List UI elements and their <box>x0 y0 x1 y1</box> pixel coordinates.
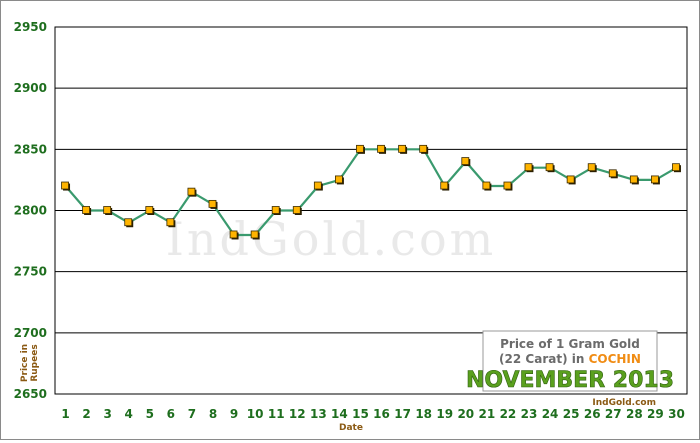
y-tick-label: 2900 <box>14 81 47 95</box>
data-point <box>587 163 596 172</box>
data-point <box>545 163 554 172</box>
data-point <box>166 218 175 227</box>
x-tick-label: 6 <box>167 407 175 421</box>
x-tick-label: 7 <box>188 407 196 421</box>
data-point <box>440 181 449 190</box>
y-tick-label: 2850 <box>14 142 47 156</box>
x-tick-label: 10 <box>247 407 264 421</box>
x-tick-label: 29 <box>647 407 664 421</box>
data-point <box>651 175 659 184</box>
data-point <box>229 230 238 239</box>
legend-box-frame <box>482 330 658 392</box>
x-tick-label: 22 <box>500 407 517 421</box>
x-tick-labels: 1 2 3 4 5 6 7 8 9 10 11 12 13 14 15 16 17 18 19 20 21 22 23 24 2… <box>61 407 684 421</box>
y-tick-labels: 2650 2700 2750 2800 2850 2900 2950 <box>14 20 47 401</box>
data-point <box>145 206 154 214</box>
data-point <box>313 181 322 190</box>
y-axis-title-line2: Rupees <box>30 344 40 381</box>
x-tick-label: 20 <box>457 407 474 421</box>
watermark: IndGold.com <box>166 212 497 266</box>
x-tick-label: 30 <box>668 407 685 421</box>
plot-area-border <box>54 26 688 395</box>
x-tick-label: 13 <box>310 407 327 421</box>
x-tick-label: 17 <box>394 407 411 421</box>
data-point <box>271 206 280 214</box>
x-tick-label: 4 <box>125 407 133 421</box>
x-tick-label: 21 <box>479 407 496 421</box>
data-point <box>608 169 617 178</box>
data-point <box>629 175 638 184</box>
x-tick-label: 8 <box>209 407 217 421</box>
data-point <box>503 181 512 190</box>
legend-city: COCHIN <box>589 352 641 366</box>
x-tick-label: 24 <box>542 407 559 421</box>
x-tick-label: 1 <box>61 407 69 421</box>
x-tick-label: 28 <box>626 407 643 421</box>
legend-carat: (22 Carat) in <box>499 352 589 366</box>
x-tick-label: 15 <box>352 407 369 421</box>
x-tick-label: 26 <box>584 407 601 421</box>
x-axis-title: Date <box>339 423 363 433</box>
legend-box: Price of 1 Gram Gold (22 Carat) in COCHI… <box>466 330 674 393</box>
x-tick-label: 16 <box>373 407 390 421</box>
data-point <box>524 163 533 172</box>
data-point <box>377 144 385 153</box>
y-tick-label: 2950 <box>14 20 47 34</box>
x-tick-label: 25 <box>563 407 580 421</box>
data-point <box>566 175 575 184</box>
data-point <box>356 144 364 153</box>
x-tick-label: 12 <box>289 407 306 421</box>
data-point <box>82 206 90 214</box>
data-point <box>187 187 196 196</box>
x-tick-label: 19 <box>436 407 453 421</box>
x-tick-label: 5 <box>146 407 154 421</box>
y-tick-label: 2700 <box>14 326 47 340</box>
y-tick-label: 2650 <box>14 387 47 401</box>
x-tick-label: 11 <box>268 407 285 421</box>
y-tick-label: 2750 <box>14 265 47 279</box>
data-point <box>124 218 133 227</box>
data-point <box>61 181 69 190</box>
legend-month-year: NOVEMBER 2013 <box>466 368 674 393</box>
y-axis-title: Price in Rupees <box>20 344 40 382</box>
data-point <box>292 206 301 214</box>
credit-text: IndGold.com <box>592 398 656 408</box>
y-axis-title-line1: Price in <box>20 344 30 382</box>
data-point <box>419 144 428 153</box>
x-tick-label: 9 <box>230 407 238 421</box>
x-tick-label: 3 <box>103 407 111 421</box>
x-tick-label: 2 <box>82 407 90 421</box>
data-point <box>672 163 680 172</box>
data-point <box>250 230 259 239</box>
data-point <box>334 175 343 184</box>
y-tick-label: 2800 <box>14 204 47 218</box>
legend-subtitle: (22 Carat) in COCHIN <box>499 352 641 366</box>
x-tick-label: 27 <box>605 407 622 421</box>
x-tick-label: 23 <box>521 407 538 421</box>
data-point <box>482 181 491 190</box>
x-tick-label: 18 <box>415 407 432 421</box>
data-point <box>103 206 112 214</box>
legend-title: Price of 1 Gram Gold <box>500 337 640 351</box>
data-point <box>461 157 470 165</box>
series-gold-price <box>61 144 681 240</box>
data-point <box>208 199 217 208</box>
data-point <box>398 144 407 153</box>
x-tick-label: 14 <box>331 407 348 421</box>
